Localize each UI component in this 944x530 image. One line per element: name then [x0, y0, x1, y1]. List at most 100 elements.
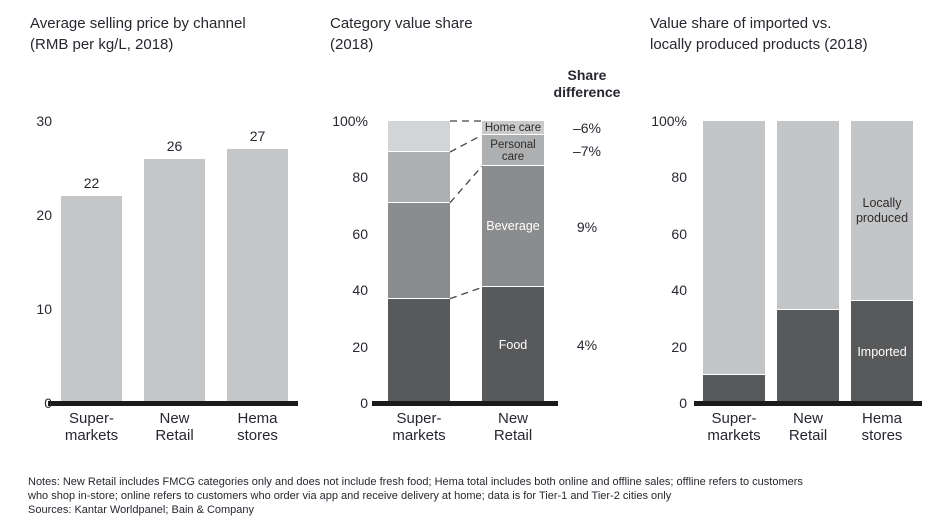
share-difference-value: –7%: [572, 142, 602, 159]
segment-label: Food: [482, 338, 544, 353]
category-label-line: markets: [707, 427, 761, 444]
y-axis-tick-label: 60: [671, 225, 687, 242]
y-axis-tick-label: 100%: [651, 113, 687, 129]
stack-segment: [777, 309, 839, 403]
share-difference-value: –6%: [572, 120, 602, 137]
footnote-line: who shop in-store; online refers to cust…: [28, 489, 672, 502]
category-label-line: Super-: [711, 410, 757, 427]
y-axis-tick-label: 0: [360, 395, 368, 411]
segment-divider: [482, 165, 544, 167]
segment-label: Personal care: [482, 139, 544, 163]
chart-title-line: Value share of imported vs.: [650, 15, 832, 32]
bar: [144, 158, 205, 403]
segment-label-line: Imported: [857, 344, 907, 359]
stack-segment: [388, 121, 450, 153]
category-label-line: markets: [64, 427, 119, 444]
segment-label-line: produced: [855, 211, 909, 226]
category-label-line: New: [792, 410, 823, 427]
y-axis-tick-label: 60: [352, 225, 368, 242]
y-axis-tick-label: 80: [352, 169, 368, 186]
segment-label-line: Locally: [862, 196, 902, 211]
x-axis-line: [694, 401, 922, 406]
y-axis-tick-label: 20: [671, 338, 687, 355]
stack-segment: [482, 135, 544, 167]
stack-segment: [388, 202, 450, 299]
stack-segment: [851, 301, 913, 403]
x-axis-line: [372, 401, 558, 406]
segment-divider: [703, 373, 765, 375]
segment-label-line: Personal: [490, 138, 536, 151]
stack-segment: [703, 374, 765, 403]
segment-label-line: Beverage: [486, 219, 540, 234]
category-label: New Retail: [753, 410, 863, 444]
category-label-line: New: [497, 410, 528, 427]
category-label: New Retail: [120, 410, 230, 444]
chart-title-line: (RMB per kg/L, 2018): [30, 36, 174, 53]
share-difference-header-line: Share: [567, 67, 607, 83]
category-label-line: Hema: [861, 410, 902, 427]
chart-title-line: locally produced products (2018): [650, 36, 868, 53]
footnote-line: Notes: New Retail includes FMCG categori…: [28, 476, 803, 488]
bar-value-label: 27: [249, 128, 266, 145]
segment-label: Home care: [482, 122, 544, 134]
y-axis-tick-label: 40: [352, 282, 368, 299]
y-axis-tick-label: 10: [36, 301, 52, 317]
connector-dashed-line: [449, 165, 483, 204]
stack-segment: [777, 121, 839, 310]
segment-divider: [388, 151, 450, 153]
category-label: Hema stores: [203, 410, 313, 444]
segment-divider: [851, 300, 913, 302]
category-label-line: Super-: [396, 410, 442, 427]
stack-segment: [482, 166, 544, 288]
stack-segment: [388, 152, 450, 203]
chart-title-imported-vs-local: Value share of imported vs. locally prod…: [650, 13, 868, 55]
y-axis-tick-label: 100%: [332, 113, 368, 129]
category-label: Hema stores: [827, 410, 937, 444]
chart-title-category-value-share: Category value share (2018): [330, 13, 473, 55]
y-axis-tick-label: 20: [36, 207, 52, 223]
share-difference-value: 9%: [576, 218, 598, 235]
stack-segment: [388, 298, 450, 403]
segment-divider: [482, 286, 544, 288]
category-label-line: markets: [392, 427, 446, 444]
share-difference-value: 4%: [576, 337, 598, 354]
stack-segment: [703, 121, 765, 375]
connector-dashed-line: [449, 134, 483, 153]
segment-label: Imported: [851, 345, 913, 360]
segment-divider: [482, 134, 544, 136]
segment-label-line: Food: [498, 337, 528, 352]
chart-title-average-selling-price: Average selling price by channel (RMB pe…: [30, 13, 246, 55]
category-label-line: Super-: [68, 410, 115, 427]
segment-divider: [388, 201, 450, 203]
category-label-line: Hema: [237, 410, 278, 427]
category-label-line: Retail: [788, 427, 828, 444]
bar: [61, 196, 122, 403]
y-axis-tick-label: 0: [679, 395, 687, 411]
stack-segment: [482, 287, 544, 403]
chart-title-line: (2018): [330, 36, 374, 53]
y-axis-tick-label: 40: [671, 282, 687, 299]
stack-segment: [482, 121, 544, 136]
category-label-line: Retail: [493, 427, 533, 444]
segment-label-line: care: [501, 150, 525, 163]
segment-divider: [388, 297, 450, 299]
y-axis-tick-label: 0: [44, 395, 52, 411]
category-label-line: stores: [861, 427, 903, 444]
y-axis-tick-label: 20: [352, 338, 368, 355]
y-axis-tick-label: 30: [36, 113, 52, 129]
share-difference-header: Share difference: [532, 67, 642, 101]
category-label: Super-markets: [37, 410, 147, 444]
x-axis-line: [48, 401, 298, 406]
category-label-line: New: [159, 410, 190, 427]
connector-dashed-line: [449, 286, 483, 300]
y-axis-tick-label: 80: [671, 169, 687, 186]
category-label: New Retail: [458, 410, 568, 444]
stack-segment: [851, 121, 913, 302]
chart-title-line: Category value share: [330, 15, 473, 32]
category-label-line: stores: [237, 427, 278, 444]
chart-title-line: Average selling price by channel: [30, 15, 246, 32]
segment-divider: [777, 308, 839, 310]
footnote: Notes: New Retail includes FMCG categori…: [28, 476, 803, 517]
category-label: Super-markets: [364, 410, 474, 444]
